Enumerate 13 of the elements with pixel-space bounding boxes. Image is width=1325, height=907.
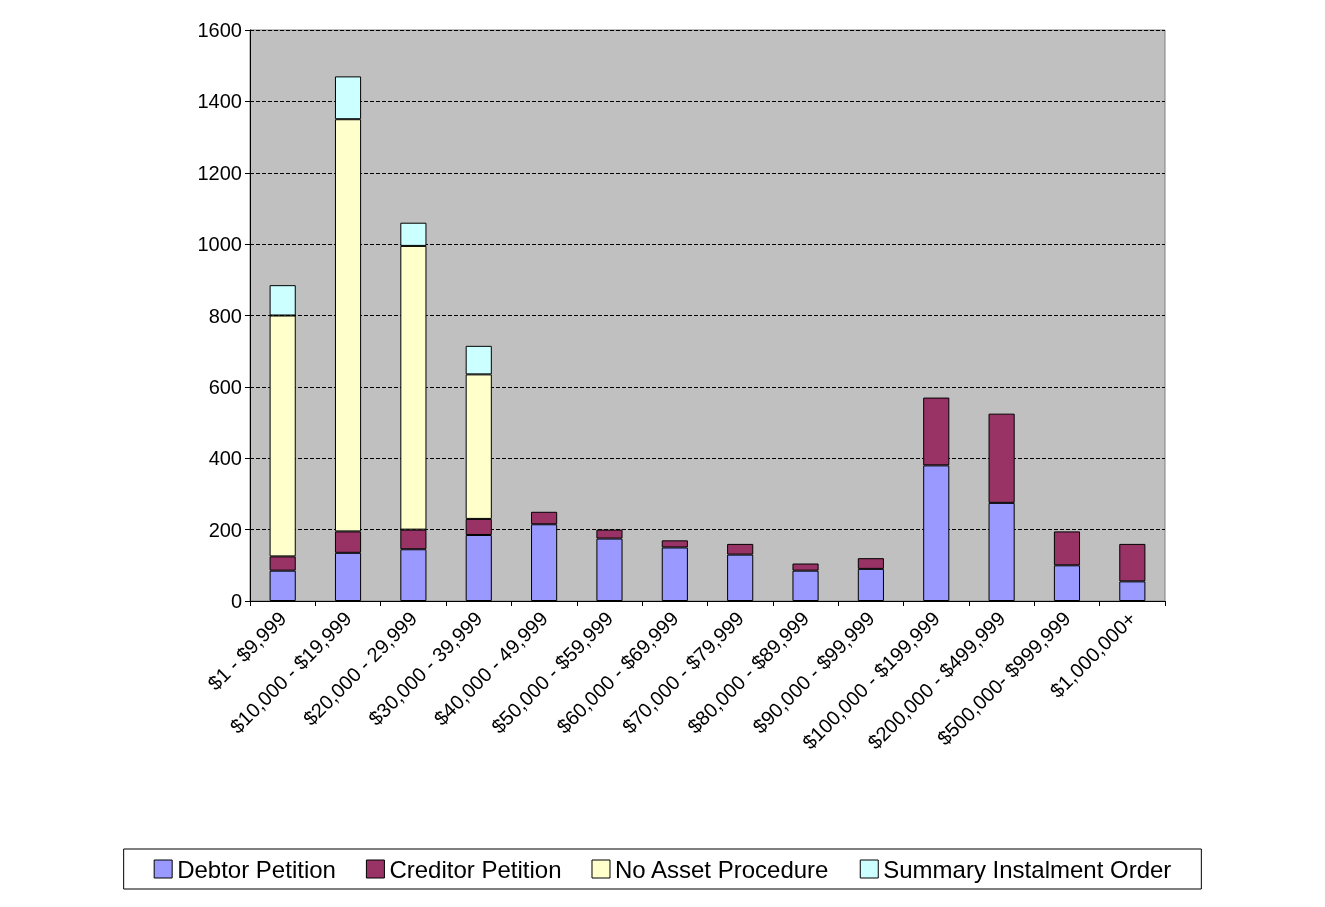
legend-label: Creditor Petition [389,855,562,883]
y-tick-label: 1400 [197,90,242,113]
y-tick-label: 200 [208,518,242,541]
y-tick-label: 1000 [197,233,242,256]
y-tick-label: 1600 [197,19,242,41]
y-tick-label: 800 [208,304,242,327]
legend-label: No Asset Procedure [614,855,829,883]
y-tick-label: 0 [230,590,242,612]
y-tick-label: 600 [208,375,242,398]
y-tick-label: 400 [208,447,242,470]
legend-label: Debtor Petition [177,855,336,883]
y-tick-label: 1200 [197,161,242,184]
legend-label: Summary Instalment Order [883,855,1172,883]
